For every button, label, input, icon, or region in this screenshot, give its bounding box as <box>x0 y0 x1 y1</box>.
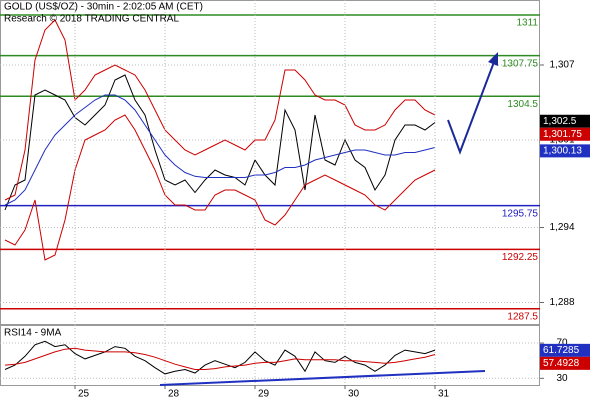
value-marker <box>540 127 590 141</box>
value-marker-label: 61.7285 <box>543 345 580 356</box>
value-marker-label: 1,301.75 <box>543 129 582 140</box>
y-tick-label: 1,307 <box>549 60 574 71</box>
y-tick-label: 70 <box>556 338 568 349</box>
level-label: 1292.25 <box>502 252 539 263</box>
arrow-head <box>488 52 498 66</box>
level-label: 1307.75 <box>502 58 539 69</box>
value-marker <box>540 356 590 370</box>
series-line <box>4 19 436 201</box>
series-line <box>4 94 436 206</box>
value-marker <box>540 114 590 128</box>
x-tick-label: 30 <box>348 389 360 400</box>
series-line <box>4 340 436 375</box>
x-tick-label: 31 <box>438 389 450 400</box>
value-marker-label: 1,300.13 <box>543 146 582 157</box>
x-tick-label: 29 <box>258 389 270 400</box>
level-label: 1311 <box>516 18 538 29</box>
level-label: 1287.5 <box>507 311 538 322</box>
series-line <box>4 114 436 261</box>
y-tick-label: 1,288 <box>549 297 574 308</box>
value-marker-label: 1,302.5 <box>543 116 577 127</box>
value-marker-label: 57.4928 <box>543 358 580 369</box>
y-tick-label: 30 <box>556 373 568 384</box>
x-tick-label: 28 <box>168 389 180 400</box>
chart-subtitle: Research © 2018 TRADING CENTRAL <box>4 14 179 25</box>
value-marker <box>540 343 590 357</box>
series-line <box>4 347 436 370</box>
chart-title: GOLD (US$/OZ) - 30min - 2:02:05 AM (CET) <box>4 2 203 13</box>
projection-arrow <box>447 61 495 155</box>
rsi-title: RSI14 - 9MA <box>4 328 62 339</box>
rsi-pane <box>0 325 540 386</box>
y-tick-label: 1,294 <box>549 222 574 233</box>
value-marker <box>540 144 590 158</box>
level-label: 1304.5 <box>507 99 538 110</box>
price-pane <box>0 0 540 325</box>
series-line <box>4 74 436 211</box>
level-label: 1295.75 <box>502 208 539 219</box>
rsi-trendline <box>159 370 486 386</box>
x-tick-label: 25 <box>78 389 90 400</box>
